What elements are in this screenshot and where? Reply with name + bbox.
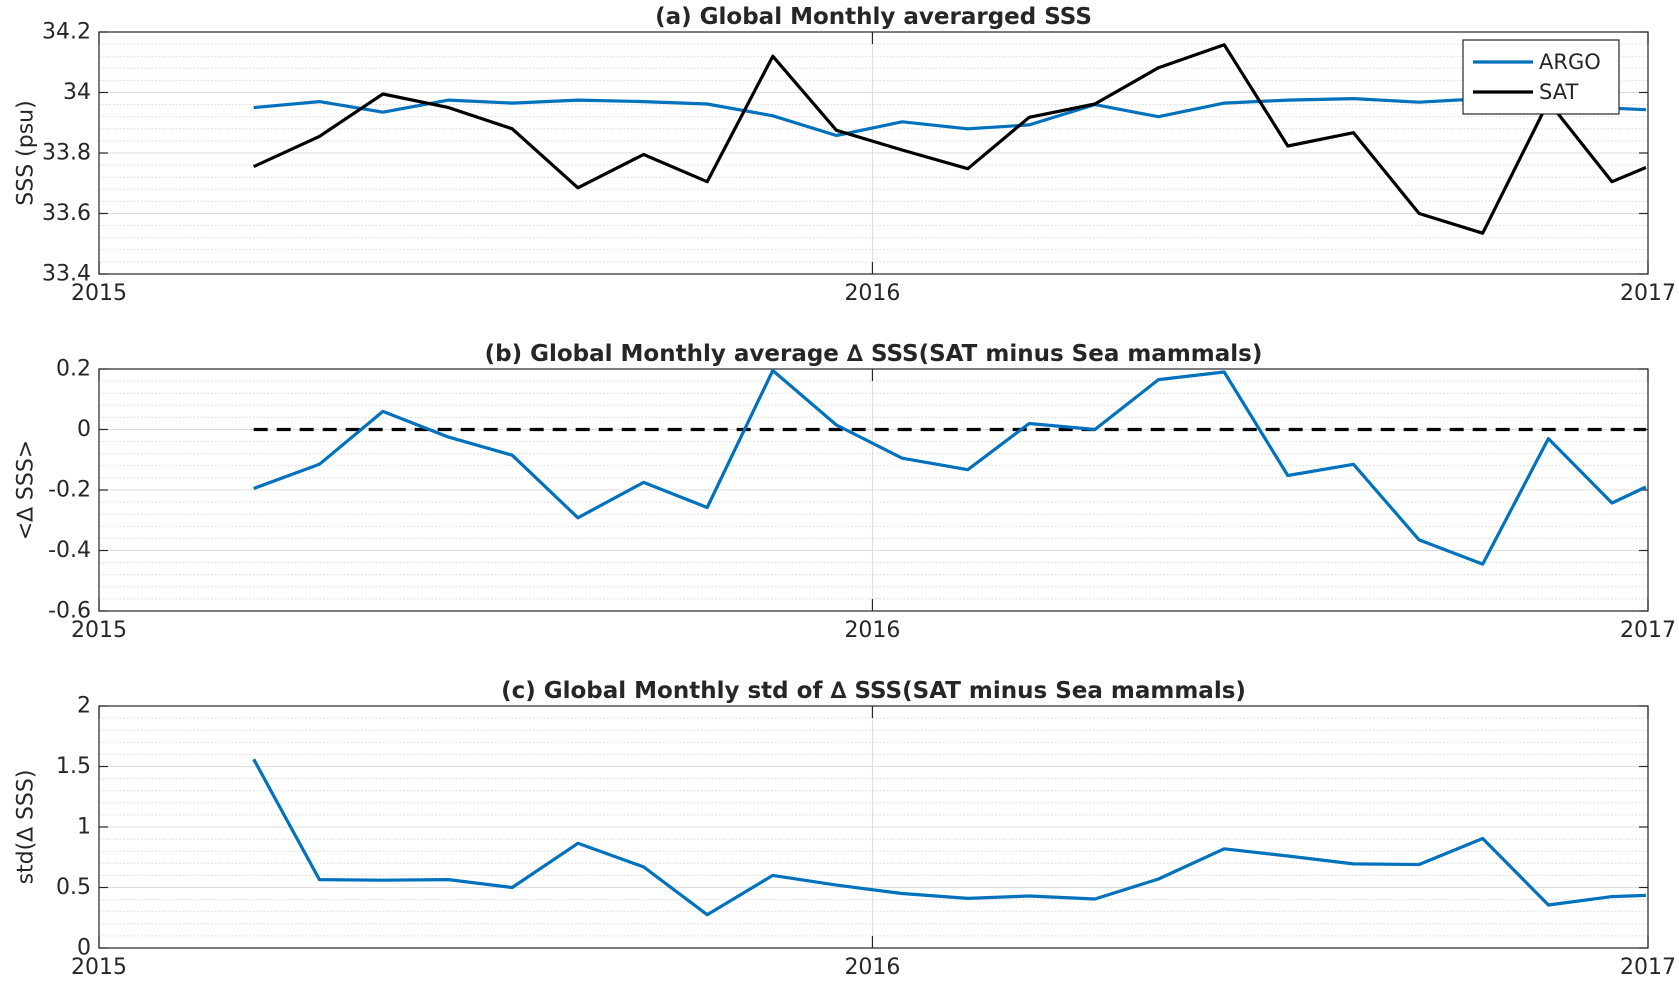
series-group [252,758,1646,917]
y-tick-label: 34 [63,80,91,105]
y-tick-label: 1.5 [56,754,91,779]
y-tick-label: 34.2 [42,20,91,45]
y-tick-label: 0 [77,417,91,442]
y-axis-label: std(∆ SSS) [14,770,39,885]
grid [98,368,1649,612]
series-line [253,368,1647,566]
legend-box [1462,39,1620,115]
legend-label-sat: SAT [1539,80,1578,104]
y-tick-label: 2 [77,694,91,719]
panel-title: (a) Global Monthly averarged SSS [655,4,1092,30]
series-line-sat [253,43,1647,235]
x-tick-label: 2016 [844,281,900,306]
y-tick-label: -0.6 [48,599,91,624]
x-tick-label: 2017 [1620,281,1676,306]
x-tick-label: 2016 [844,618,900,643]
y-tick-label: -0.2 [48,478,91,503]
ticks: 33.4 33.6 33.8 34 34.2 2015 2016 2017 [42,20,1676,307]
grid [98,31,1649,275]
y-tick-label: 1 [77,815,91,840]
panel-c: 0 0.5 1 1.5 2 2015 2016 2017 (c) Global Monthly… [14,678,1677,980]
ticks: 0 0.5 1 1.5 2 2015 2016 2017 [56,694,1676,981]
y-tick-label: 33.6 [42,201,91,226]
series-line [252,758,1646,917]
y-tick-label: 0.2 [56,357,91,382]
panel-title: (b) Global Monthly average ∆ SSS(SAT min… [485,341,1263,367]
x-tick-label: 2015 [71,281,127,306]
x-tick-label: 2017 [1620,955,1676,980]
panel-title: (c) Global Monthly std of ∆ SSS(SAT minu… [501,678,1246,704]
y-tick-label: 0 [77,936,91,961]
x-tick-label: 2016 [844,955,900,980]
y-tick-label: 33.4 [42,262,91,287]
legend: ARGO SAT [1462,39,1620,115]
panel-a: 33.4 33.6 33.8 34 34.2 2015 2016 2017 (a) Globa… [14,4,1677,306]
panel-b: -0.6 -0.4 -0.2 0 0.2 2015 2016 2017 (b) Global … [14,341,1677,643]
x-tick-label: 2017 [1620,618,1676,643]
y-tick-label: -0.4 [48,538,91,563]
y-tick-label: 0.5 [56,875,91,900]
legend-label-argo: ARGO [1539,50,1601,74]
ticks: -0.6 -0.4 -0.2 0 0.2 2015 2016 2017 [48,357,1676,644]
series-line-argo [253,96,1646,138]
y-tick-label: 33.8 [42,141,91,166]
grid [98,705,1649,949]
y-axis-label: <∆ SSS> [14,440,39,540]
y-axis-label: SSS (psu) [14,100,39,205]
x-tick-label: 2015 [71,955,127,980]
series-group [253,368,1647,566]
x-tick-label: 2015 [71,618,127,643]
series-group [253,43,1647,235]
